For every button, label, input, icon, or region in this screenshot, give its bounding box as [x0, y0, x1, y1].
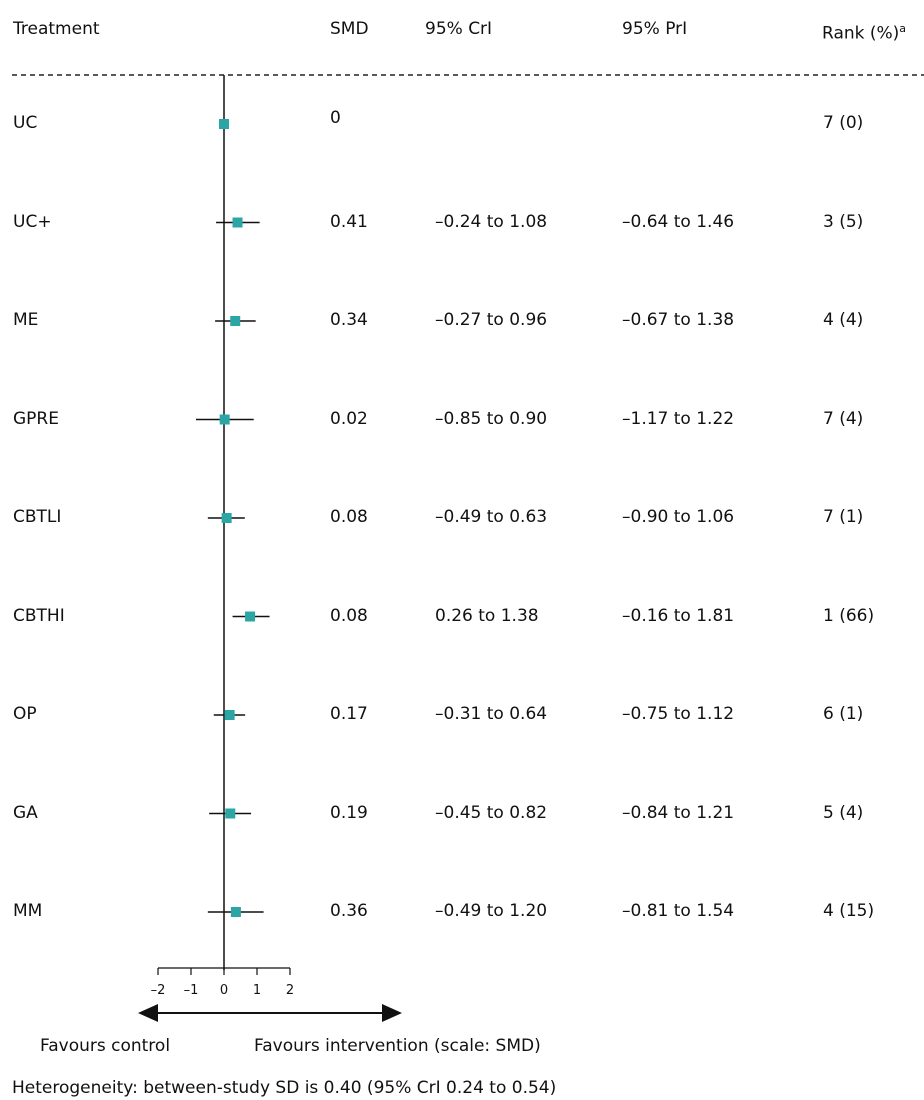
row-cri: 0.26 to 1.38: [435, 605, 539, 626]
row-pri: –0.90 to 1.06: [622, 507, 735, 527]
header-rank-superscript: a: [899, 22, 907, 35]
arrow-right-head: [382, 1004, 402, 1022]
row-pri: –1.17 to 1.22: [622, 408, 735, 429]
header-rank: Rank (%)a: [822, 19, 906, 44]
x-tick-label: 0: [220, 983, 228, 998]
row-smd: 0.41: [330, 211, 368, 232]
estimate-marker: [230, 316, 241, 326]
row-pri: –0.16 to 1.81: [622, 605, 735, 626]
header-cri: 95% CrI: [425, 19, 493, 39]
row-pri: –0.64 to 1.46: [622, 211, 735, 232]
estimate-marker: [232, 217, 243, 228]
row-cri: –0.31 to 0.64: [435, 704, 548, 724]
row-rank: 5 (4): [823, 802, 864, 823]
header-rank-label: Rank (%): [822, 23, 900, 44]
row-smd: 0.08: [330, 507, 368, 527]
row-smd: 0.34: [330, 310, 368, 330]
estimate-marker: [221, 513, 232, 523]
x-tick-label: 1: [253, 983, 261, 998]
row-treatment: MM: [13, 901, 43, 921]
row-rank: 1 (66): [823, 605, 875, 626]
header-treatment: Treatment: [13, 19, 100, 39]
row-smd: 0.36: [330, 901, 368, 921]
row-treatment: GA: [13, 802, 38, 823]
row-rank: 7 (0): [823, 113, 864, 133]
estimate-marker: [230, 907, 241, 917]
row-smd: 0.08: [330, 605, 368, 626]
x-tick-label: –1: [184, 983, 199, 998]
row-rank: 3 (5): [823, 211, 864, 232]
favours-control-label: Favours control: [40, 1036, 171, 1056]
row-cri: –0.49 to 0.63: [435, 507, 548, 527]
row-smd: 0.19: [330, 802, 368, 823]
header-pri: 95% PrI: [622, 19, 688, 39]
row-cri: –0.85 to 0.90: [435, 408, 548, 429]
row-pri: –0.84 to 1.21: [622, 802, 735, 823]
arrow-left-head: [138, 1004, 158, 1022]
header-smd: SMD: [330, 19, 369, 39]
row-treatment: OP: [13, 704, 37, 724]
row-pri: –0.81 to 1.54: [622, 901, 735, 921]
estimate-marker: [225, 808, 236, 819]
heterogeneity-note: Heterogeneity: between-study SD is 0.40 …: [12, 1078, 557, 1098]
row-smd: 0.17: [330, 704, 368, 724]
row-treatment: UC+: [13, 211, 52, 232]
estimate-marker: [219, 119, 229, 129]
estimate-marker: [219, 414, 230, 425]
row-treatment: ME: [13, 310, 39, 330]
row-smd: 0: [330, 108, 341, 128]
favours-intervention-label: Favours intervention (scale: SMD): [254, 1036, 541, 1056]
row-pri: –0.67 to 1.38: [622, 310, 735, 330]
estimate-marker: [224, 710, 235, 720]
x-tick-label: –2: [151, 983, 166, 998]
row-treatment: CBTHI: [13, 605, 65, 626]
row-cri: –0.27 to 0.96: [435, 310, 548, 330]
row-rank: 7 (4): [823, 408, 864, 429]
row-pri: –0.75 to 1.12: [622, 704, 735, 724]
row-rank: 7 (1): [823, 507, 864, 527]
estimate-marker: [245, 611, 256, 622]
row-treatment: UC: [13, 113, 38, 133]
row-treatment: GPRE: [13, 408, 59, 429]
row-cri: –0.49 to 1.20: [435, 901, 548, 921]
row-rank: 6 (1): [823, 704, 864, 724]
row-smd: 0.02: [330, 408, 368, 429]
row-treatment: CBTLI: [13, 507, 62, 527]
row-rank: 4 (4): [823, 310, 864, 330]
row-cri: –0.45 to 0.82: [435, 802, 548, 823]
row-cri: –0.24 to 1.08: [435, 211, 548, 232]
x-tick-label: 2: [286, 983, 294, 998]
row-rank: 4 (15): [823, 901, 875, 921]
